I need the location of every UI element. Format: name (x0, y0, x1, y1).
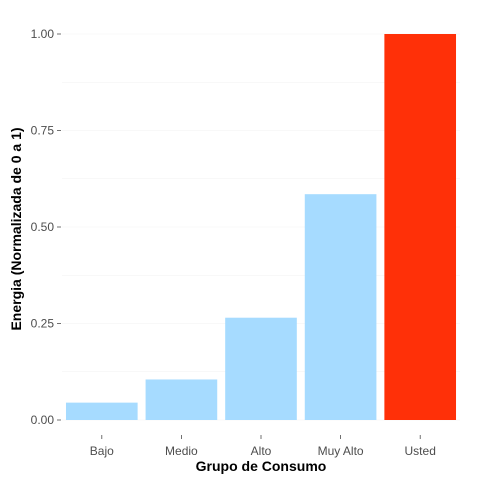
x-tick-label: Bajo (90, 444, 114, 458)
bars-layer (65, 34, 457, 420)
y-axis-title: Energia (Normalizada de 0 a 1) (8, 127, 24, 330)
y-tick-label: 1.00 (31, 27, 55, 41)
y-tick-label: 0.75 (31, 124, 55, 138)
y-tick-label: 0.00 (31, 413, 55, 427)
y-axis: 0.00 0.25 0.50 0.75 1.00 (31, 27, 61, 427)
bar-bajo (65, 402, 138, 420)
y-tick-label: 0.50 (31, 220, 55, 234)
bar-alto (225, 317, 297, 420)
x-tick-label: Alto (251, 444, 272, 458)
y-tick-label: 0.25 (31, 317, 55, 331)
bar-muy-alto (304, 194, 377, 420)
x-axis: Bajo Medio Alto Muy Alto Usted (90, 435, 436, 458)
x-tick-label: Usted (405, 444, 436, 458)
bar-medio (145, 379, 218, 420)
x-tick-label: Muy Alto (318, 444, 364, 458)
x-axis-title: Grupo de Consumo (196, 458, 327, 474)
bar-usted (384, 34, 457, 420)
x-tick-label: Medio (165, 444, 198, 458)
